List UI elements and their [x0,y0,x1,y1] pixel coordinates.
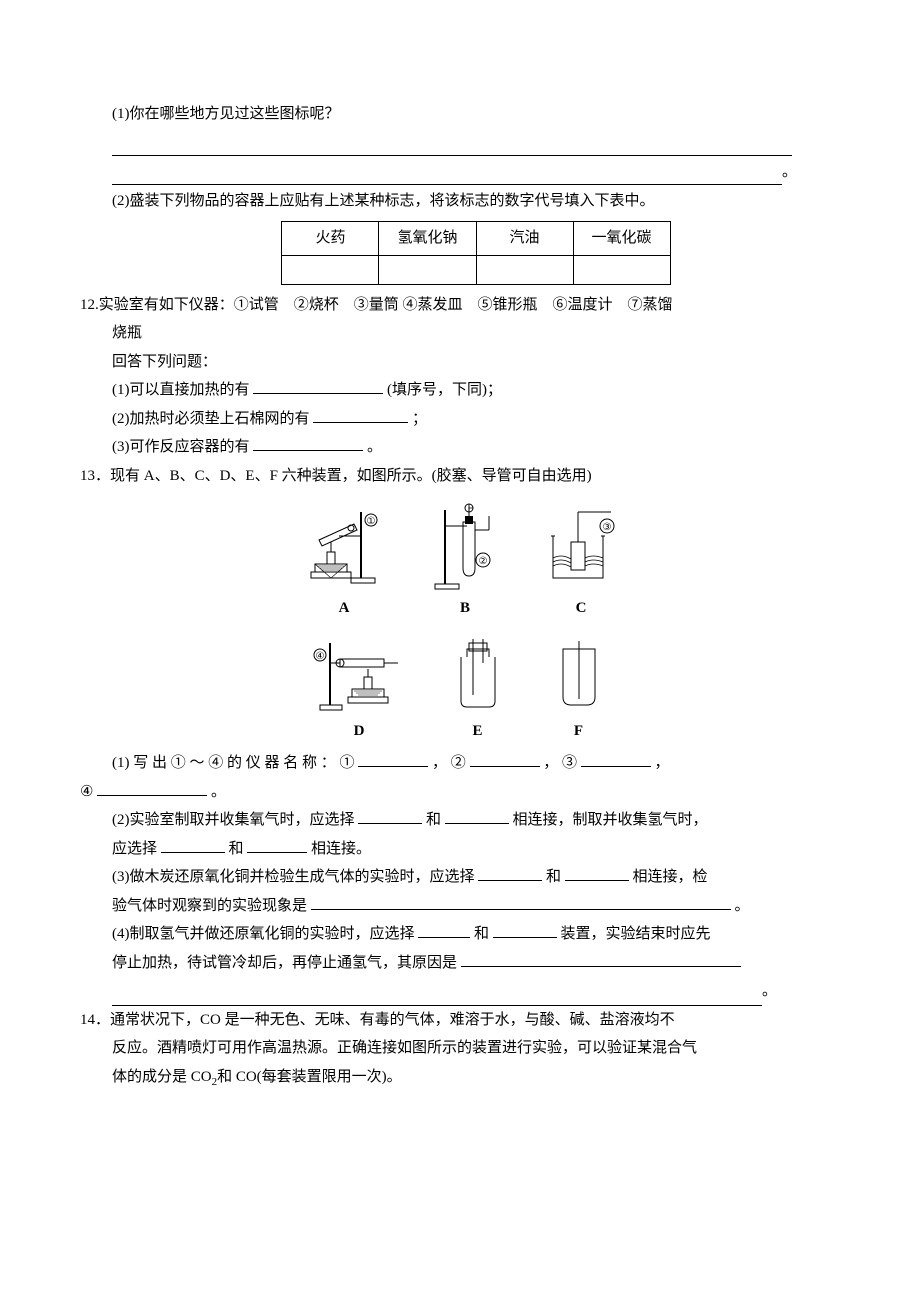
q13-sub1-b2[interactable] [470,753,540,768]
q11-table: 火药 氢氧化钠 汽油 一氧化碳 [281,221,670,285]
q11-sub1: (1)你在哪些地方见过这些图标呢？ [80,100,840,129]
fig-a-label: A [339,594,350,623]
table-row [282,255,670,284]
svg-text:③: ③ [603,522,612,533]
q13-sub1-b: ， ② [432,755,466,771]
q13-sub2-a: (2)实验室制取并收集氧气时，应选择 [112,812,355,828]
q13-sub4-b1[interactable] [418,924,470,939]
q11-blank-line-1[interactable] [112,131,792,156]
q13-fig-row2: ④ D E [80,635,840,746]
q13-sub2-e: 和 [229,841,244,857]
fig-f: F [549,635,609,746]
cell-4[interactable] [573,255,670,284]
q13-sub2-c: 相连接，制取并收集氢气时， [513,812,708,828]
q13-sub3-d: 验气体时观察到的实验现象是 [112,898,307,914]
q13-sub4-d: 停止加热，待试管冷却后，再停止通氢气，其原因是 [112,955,457,971]
q12-stem-a: 12.实验室有如下仪器：①试管 ②烧杯 ③量筒 ④蒸发皿 ⑤锥形瓶 ⑥温度计 ⑦… [80,291,840,320]
q14-line2a: 反应。酒精喷灯可用作高温热源。正确连接如图所示的装置进行实验，可以验证某混合气 [80,1034,840,1063]
q13-sub3-b1[interactable] [478,867,542,882]
q12-sub1-b: (填序号，下同)； [387,382,502,398]
q13-sub4-a: (4)制取氢气并做还原氧化铜的实验时，应选择 [112,926,415,942]
apparatus-a-icon: ① [299,502,389,592]
q11-blank-line-2-wrap: 。 [112,158,840,187]
q13-sub1-d: ， [655,755,670,771]
q13-sub1-e: ④ [80,784,93,800]
q13-sub2-b2[interactable] [445,810,509,825]
q13-sub1-b1[interactable] [358,753,428,768]
q11-sub2-lead: (2)盛装下列物品的容器上应贴有上述某种标志，将该标志的数字代号填入下表中。 [80,187,840,216]
fig-e: E [443,635,513,746]
q13-sub3-a: (3)做木炭还原氧化铜并检验生成气体的实验时，应选择 [112,869,475,885]
q13-sub1-f: 。 [211,784,226,800]
apparatus-d-icon: ④ [312,635,407,715]
q12-sub3-b: 。 [367,439,382,455]
fig-c: ③ C [541,502,621,623]
q13-sub3-b2[interactable] [565,867,629,882]
svg-text:①: ① [367,516,376,527]
q13-sub2-b: 和 [426,812,441,828]
q11-blank-line-2[interactable] [112,160,782,185]
q13-sub2-d: 应选择 [112,841,157,857]
cell-3[interactable] [476,255,573,284]
q12-sub3-a: (3)可作反应容器的有 [112,439,250,455]
cell-2[interactable] [379,255,476,284]
q12-answer-label: 回答下列问题： [80,348,840,377]
q13-sub4-b: 和 [474,926,489,942]
q13-sub1-b4[interactable] [97,781,207,796]
q13-sub1-c: ， ③ [543,755,577,771]
q12-sub2-blank[interactable] [313,408,408,423]
fig-a: ① A [299,502,389,623]
q12-sub3-blank[interactable] [253,437,363,452]
fig-c-label: C [576,594,587,623]
q13-stem: 13．现有 A、B、C、D、E、F 六种装置，如图所示。(胶塞、导管可自由选用) [80,462,840,491]
q12-stem-b: 烧瓶 [80,319,840,348]
fig-d-label: D [354,717,365,746]
q13-sub1-a: (1) 写 出 ① ～ ④ 的 仪 器 名 称 ： ① [112,755,355,771]
q13-sub2-b4[interactable] [247,838,307,853]
q13-sub2-f: 相连接。 [311,841,371,857]
fig-f-label: F [574,717,583,746]
q13-sub2-b1[interactable] [358,810,422,825]
q12-sub2-a: (2)加热时必须垫上石棉网的有 [112,411,310,427]
q11-period: 。 [782,158,797,187]
q13-sub4-e: 。 [762,977,777,1006]
q13-sub4-b4[interactable] [112,991,762,1006]
q13-sub3-e: 。 [735,898,750,914]
q14-line2b: 体的成分是 CO [112,1069,212,1085]
th-4: 一氧化碳 [573,222,670,256]
th-2: 氢氧化钠 [379,222,476,256]
fig-d: ④ D [312,635,407,746]
q13-sub4-b2[interactable] [493,924,557,939]
apparatus-c-icon: ③ [541,502,621,592]
cell-1[interactable] [282,255,379,284]
svg-text:②: ② [479,556,488,567]
q14-line1: 14．通常状况下，CO 是一种无色、无味、有毒的气体，难溶于水，与酸、碱、盐溶液… [80,1006,840,1035]
th-1: 火药 [282,222,379,256]
q13-sub3-b3[interactable] [311,895,731,910]
q13-sub3-b: 和 [546,869,561,885]
q13-sub1-b3[interactable] [581,753,651,768]
th-3: 汽油 [476,222,573,256]
q13-sub2-b3[interactable] [161,838,225,853]
apparatus-f-icon [549,635,609,715]
table-row: 火药 氢氧化钠 汽油 一氧化碳 [282,222,670,256]
fig-e-label: E [472,717,482,746]
q14-line2c: 和 CO(每套装置限用一次)。 [217,1069,402,1085]
apparatus-b-icon: ② [425,502,505,592]
q12-sub2-b: ； [412,411,427,427]
svg-text:④: ④ [315,651,324,662]
fig-b-label: B [460,594,470,623]
q13-sub4-c: 装置，实验结束时应先 [561,926,711,942]
q12-sub1-a: (1)可以直接加热的有 [112,382,250,398]
q12-sub1-blank[interactable] [253,380,383,395]
q13-sub3-c: 相连接，检 [633,869,708,885]
fig-b: ② B [425,502,505,623]
q13-sub4-b3[interactable] [461,952,741,967]
q13-fig-row1: ① A ② [80,502,840,623]
apparatus-e-icon [443,635,513,715]
